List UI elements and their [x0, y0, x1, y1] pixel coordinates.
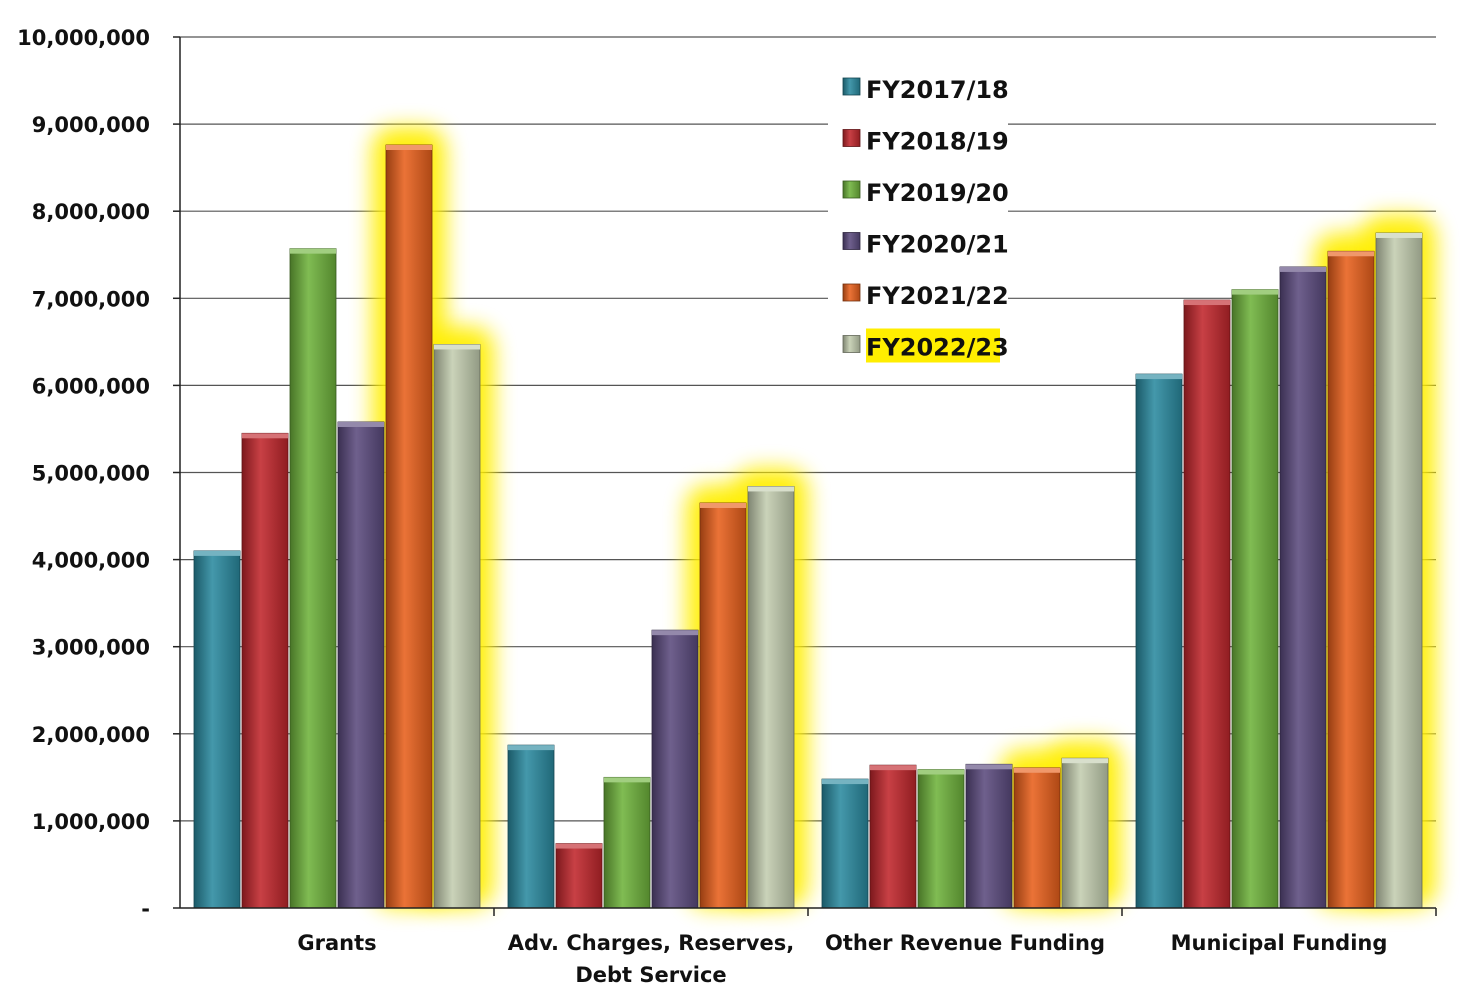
- legend-swatch: [842, 232, 861, 250]
- bar: [747, 486, 795, 909]
- axes: - 1,000,000 2,000,000 3,000,000 4,000,000 5,0…: [17, 26, 1437, 987]
- bar: [965, 763, 1013, 909]
- legend-highlight: [866, 328, 1000, 363]
- bar: [1279, 266, 1327, 909]
- legend-swatch: [842, 180, 861, 199]
- bar: [385, 144, 433, 909]
- bar-top: [1328, 251, 1374, 257]
- bar-top: [508, 745, 554, 751]
- legend-label: FY2018/19: [866, 128, 1009, 156]
- bar: [699, 502, 747, 909]
- bar-top: [338, 421, 384, 427]
- y-tick-label: 5,000,000: [32, 462, 150, 486]
- y-tick-label: 7,000,000: [32, 287, 150, 311]
- bar: [1135, 373, 1183, 909]
- y-tick-label: 2,000,000: [32, 723, 150, 747]
- bar: [507, 744, 555, 909]
- bar-top: [1136, 374, 1182, 380]
- bar-top: [1184, 300, 1230, 306]
- bar-top: [700, 502, 746, 508]
- legend: FY2017/18 FY2018/19 FY2019/20 FY2020/21 FY20…: [828, 60, 1009, 377]
- legend-swatch: [842, 335, 861, 353]
- bar-top: [870, 765, 916, 771]
- bar-top: [386, 145, 432, 151]
- bar-top: [1280, 266, 1326, 272]
- y-tick-label: 9,000,000: [32, 113, 150, 137]
- bar-top: [918, 769, 964, 775]
- bar: [821, 778, 869, 909]
- bar-top: [822, 779, 868, 785]
- bar-top: [1232, 289, 1278, 295]
- bar: [1231, 289, 1279, 909]
- y-tick-label: 4,000,000: [32, 549, 150, 573]
- legend-label: FY2022/23: [866, 334, 1009, 362]
- bars: [193, 144, 1423, 909]
- bar-top: [966, 764, 1012, 770]
- x-tick-label: Municipal Funding: [1171, 931, 1388, 955]
- bar-top: [1062, 758, 1108, 764]
- bar-top: [194, 550, 240, 556]
- bar-top: [1376, 232, 1422, 238]
- legend-swatch: [842, 129, 861, 147]
- bar: [1013, 767, 1061, 909]
- y-tick-label: 8,000,000: [32, 200, 150, 224]
- bar: [193, 550, 241, 909]
- bar: [433, 344, 481, 909]
- bar-top: [434, 344, 480, 350]
- bar: [1183, 299, 1231, 909]
- bar: [1061, 757, 1109, 909]
- bar: [917, 769, 965, 909]
- x-tick-label: Other Revenue Funding: [825, 931, 1105, 955]
- x-tick-label: Grants: [297, 931, 376, 955]
- bar: [603, 776, 651, 909]
- bar-top: [1014, 767, 1060, 773]
- legend-label: FY2019/20: [866, 179, 1009, 207]
- bar-top: [290, 248, 336, 254]
- y-tick-label: 10,000,000: [17, 26, 150, 50]
- bar-top: [748, 486, 794, 492]
- legend-swatch: [842, 77, 861, 96]
- bar: [555, 843, 603, 909]
- x-tick-label: Adv. Charges, Reserves,: [508, 931, 794, 955]
- bar-top: [652, 630, 698, 636]
- legend-label: FY2017/18: [866, 76, 1009, 104]
- legend-box: [828, 60, 1008, 377]
- legend-label: FY2021/22: [866, 282, 1009, 310]
- bar-top: [604, 777, 650, 783]
- y-tick-label: 3,000,000: [32, 636, 150, 660]
- x-tick-label: Debt Service: [575, 963, 726, 987]
- bar: [869, 764, 917, 909]
- bar: [1375, 232, 1423, 909]
- y-tick-label: -: [141, 897, 150, 921]
- bar-top: [556, 843, 602, 849]
- legend-swatch: [842, 283, 861, 302]
- y-tick-label: 1,000,000: [32, 810, 150, 834]
- y-tick-label: 6,000,000: [32, 374, 150, 398]
- bar-top: [242, 433, 288, 439]
- bar: [241, 432, 289, 909]
- bar: [651, 629, 699, 909]
- bar: [1327, 250, 1375, 909]
- legend-label: FY2020/21: [866, 231, 1009, 259]
- bar: [289, 248, 337, 909]
- bar: [337, 421, 385, 909]
